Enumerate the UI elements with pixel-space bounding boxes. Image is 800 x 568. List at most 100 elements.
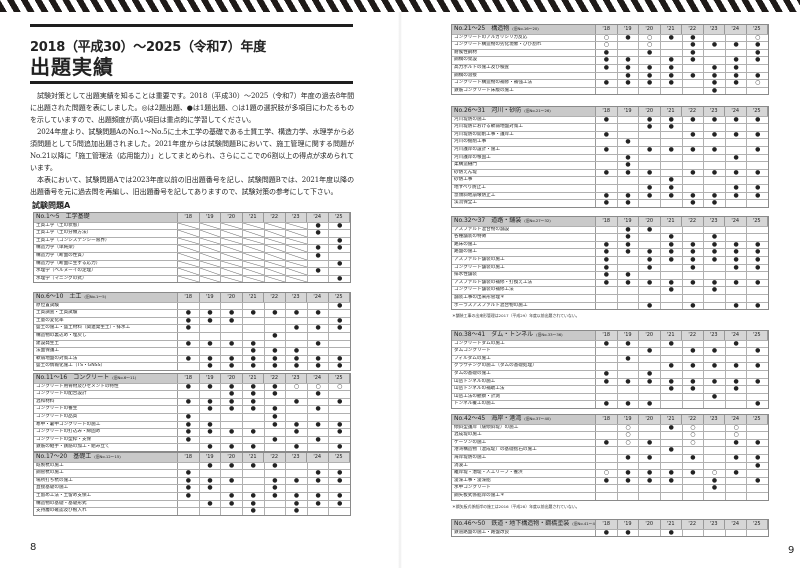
empty-cell [596,447,618,454]
single-question-mark: ● [308,310,330,317]
single-question-mark: ● [726,116,748,124]
empty-cell [704,184,726,192]
not-applicable-cell [242,252,265,260]
empty-cell [726,34,748,42]
empty-cell [639,131,661,139]
empty-cell [747,394,768,401]
not-applicable-cell [178,245,200,252]
empty-cell [747,88,768,95]
single-question-mark: ● [286,363,308,370]
empty-cell [661,49,683,57]
not-applicable-cell [264,245,287,252]
empty-cell [639,355,661,363]
year-header: '18 [596,217,618,226]
not-applicable-cell [264,222,287,230]
empty-cell [639,447,661,454]
not-applicable-cell [286,230,308,237]
empty-cell [596,87,618,95]
year-header: '18 [596,415,618,424]
table-row: コンクリート舗装の施工 ● ● ● ● ● [452,263,768,272]
table-row: ポーラスアスファルト混合物の施工 ● ● ● ● [452,301,768,310]
empty-cell [747,155,768,162]
topic-label: 排水性舗装 [452,272,596,279]
table-row: 直接基礎の施工 ● ● ● [34,484,350,492]
empty-cell [704,401,726,408]
single-question-mark: ● [755,439,761,446]
single-question-mark: ● [755,348,761,355]
not-applicable-cell [199,222,222,230]
empty-cell [308,237,330,245]
single-question-mark: ● [661,116,683,124]
single-question-mark: ● [661,57,683,64]
not-applicable-cell [264,237,287,245]
single-question-mark: ● [286,348,308,355]
empty-cell [329,268,350,275]
single-question-mark: ● [661,363,683,370]
table-row: コンクリートの養生 ● ● ● ● ● [34,405,350,413]
title-top-rule [30,24,353,27]
year-header: '20 [221,293,243,302]
multi-choice-mark: ○ [286,383,308,391]
empty-cell [618,447,640,454]
single-question-mark: ● [726,192,748,200]
empty-cell [683,139,705,146]
single-question-mark: ● [178,421,200,429]
table-category-title: No.46～50 鉄道・地下構造物・鋼橋塗装(旧No.41～45) [452,520,596,529]
single-question-mark: ● [265,310,287,317]
empty-cell [639,200,661,207]
single-question-mark: ● [200,485,222,492]
year-header: '19 [617,331,639,340]
topic-label: コンクリートの配合設計 [34,391,178,398]
multi-choice-mark: ○ [596,470,618,477]
not-applicable-cell [199,230,222,237]
not-applicable-cell [178,252,200,260]
year-header: '23 [703,217,725,226]
single-question-mark: ● [596,529,618,537]
empty-cell [308,444,330,451]
single-question-mark: ● [221,383,243,391]
empty-cell [618,302,640,310]
single-question-mark: ● [683,470,705,477]
empty-cell [726,355,748,363]
frequency-table: No.46～50 鉄道・地下構造物・鋼橋塗装(旧No.41～45)'18'19'… [451,519,769,538]
topic-label: 水理学（ベルヌーイの定理） [34,268,178,275]
empty-cell [243,332,265,340]
single-question-mark: ● [200,398,222,406]
single-question-mark: ● [618,279,640,287]
empty-cell [178,391,200,398]
empty-cell [618,124,640,131]
empty-cell [243,325,265,332]
single-question-mark: ● [178,413,200,421]
single-question-mark: ● [200,462,222,470]
empty-cell [596,287,618,294]
empty-cell [265,398,287,406]
table-row: 土留め工法・土留め支保工 ● ● ● ● ● ● ● [34,491,350,500]
empty-cell [596,393,618,401]
single-question-mark: ● [337,470,343,477]
table-row: 河川護岸の根固工 ● ● [452,153,768,162]
empty-cell [726,272,748,279]
year-header: '23 [285,374,307,383]
topic-label: トンネル覆工の施工 [452,401,596,408]
year-header: '25 [746,107,768,116]
table-header-row: No.38～41 ダム・トンネル (旧No.33～36) '18'19'20'21 '… [452,331,768,340]
year-header: '19 [617,25,639,34]
single-question-mark: ● [243,508,265,515]
year-header: '21 [242,453,264,462]
single-question-mark: ● [178,383,200,391]
single-question-mark: ● [683,34,705,42]
old-question-number: (旧No.41～45) [572,521,595,526]
topic-label: 砂防工事 [452,177,596,184]
single-question-mark: ● [726,241,748,249]
year-header: '24 [307,293,329,302]
year-header: '25 [328,213,350,222]
single-question-mark: ● [178,325,200,332]
single-question-mark: ● [661,124,683,131]
single-question-mark: ● [200,363,222,370]
empty-cell [243,302,265,310]
empty-cell [596,162,618,169]
single-question-mark: ● [661,72,683,80]
table-row: 既製杭の施工 ● ● ● ● [34,461,350,470]
single-question-mark: ● [618,57,640,64]
single-question-mark: ● [596,439,618,447]
